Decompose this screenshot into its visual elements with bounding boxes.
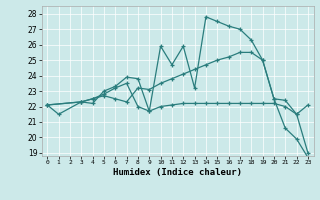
X-axis label: Humidex (Indice chaleur): Humidex (Indice chaleur): [113, 168, 242, 177]
